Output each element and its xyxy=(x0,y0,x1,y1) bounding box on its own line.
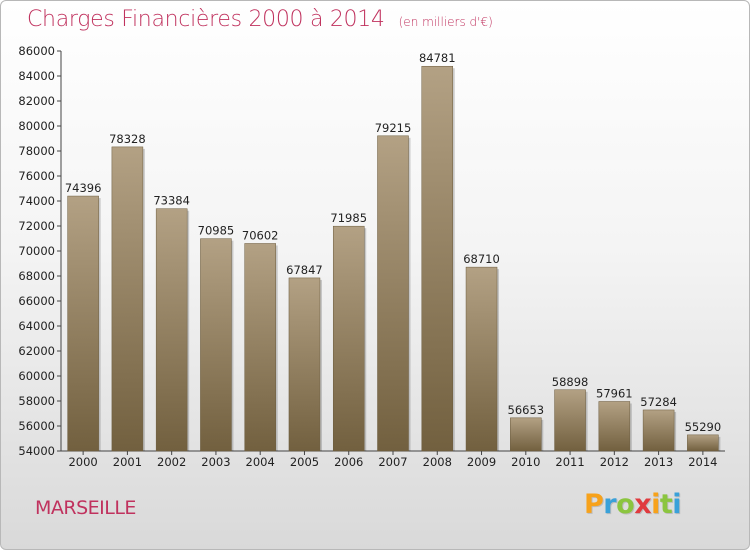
x-tick-label: 2013 xyxy=(644,455,673,469)
y-tick-label: 82000 xyxy=(18,94,55,108)
x-tick-label: 2014 xyxy=(688,455,717,469)
y-tick-label: 80000 xyxy=(18,119,55,133)
data-label: 74396 xyxy=(65,181,102,195)
data-label: 70985 xyxy=(198,224,235,238)
bar xyxy=(421,65,454,452)
city-name: MARSEILLE xyxy=(35,497,136,519)
y-tick-label: 76000 xyxy=(18,169,55,183)
bar xyxy=(642,409,675,452)
bar xyxy=(67,195,99,452)
bar xyxy=(244,243,276,452)
data-label: 56653 xyxy=(508,403,545,417)
data-label: 67847 xyxy=(286,263,323,277)
logo-letter: i xyxy=(651,489,660,520)
y-tick-label: 84000 xyxy=(18,69,55,83)
bar xyxy=(377,135,409,452)
x-tick-label: 2006 xyxy=(334,455,363,469)
data-label: 70602 xyxy=(242,228,279,242)
y-tick-label: 56000 xyxy=(18,419,55,433)
bar xyxy=(111,146,144,452)
logo-letter: P xyxy=(584,489,604,520)
logo-letter: x xyxy=(634,489,652,520)
y-tick-label: 70000 xyxy=(18,244,55,258)
logo-letter: i xyxy=(672,489,682,520)
data-label: 55290 xyxy=(685,420,722,434)
y-tick-label: 68000 xyxy=(18,269,55,283)
data-label: 79215 xyxy=(375,121,412,135)
x-tick-label: 2003 xyxy=(201,455,230,469)
chart-unit-note: (en milliers d'€) xyxy=(398,15,493,29)
bar xyxy=(598,401,631,452)
bar xyxy=(332,225,365,452)
data-label: 68710 xyxy=(463,252,500,266)
bar xyxy=(200,238,232,452)
x-tick-label: 2009 xyxy=(467,455,496,469)
x-tick-label: 2007 xyxy=(378,455,407,469)
y-tick-label: 64000 xyxy=(18,319,55,333)
bar xyxy=(465,266,498,452)
x-tick-label: 2002 xyxy=(157,455,186,469)
logo-letter: t xyxy=(659,489,673,520)
data-label: 71985 xyxy=(330,211,367,225)
x-tick-label: 2008 xyxy=(423,455,452,469)
x-tick-label: 2000 xyxy=(68,455,97,469)
y-tick-label: 72000 xyxy=(18,219,55,233)
data-label: 57961 xyxy=(596,386,633,400)
x-tick-label: 2010 xyxy=(511,455,540,469)
x-tick-label: 2004 xyxy=(246,455,275,469)
bar xyxy=(554,389,586,452)
bar xyxy=(155,208,188,452)
data-label: 58898 xyxy=(552,375,589,389)
x-tick-label: 2001 xyxy=(113,455,142,469)
logo-letter: r xyxy=(603,489,617,520)
y-tick-label: 54000 xyxy=(18,444,55,458)
bar xyxy=(288,277,321,452)
y-tick-label: 74000 xyxy=(18,194,55,208)
y-tick-label: 60000 xyxy=(18,369,55,383)
data-label: 84781 xyxy=(419,51,456,65)
x-tick-label: 2005 xyxy=(290,455,319,469)
bar xyxy=(687,434,719,452)
data-label: 78328 xyxy=(109,132,146,146)
x-tick-label: 2012 xyxy=(600,455,629,469)
data-label: 57284 xyxy=(640,395,677,409)
y-tick-label: 66000 xyxy=(18,294,55,308)
y-tick-label: 78000 xyxy=(18,144,55,158)
x-tick-label: 2011 xyxy=(555,455,584,469)
bar xyxy=(510,417,542,452)
y-tick-label: 86000 xyxy=(18,44,55,58)
chart-title: Charges Financières 2000 à 2014 xyxy=(27,7,385,32)
proxiti-logo: Proxiti xyxy=(584,489,682,520)
y-tick-label: 62000 xyxy=(18,344,55,358)
y-tick-label: 58000 xyxy=(18,394,55,408)
data-label: 73384 xyxy=(153,194,190,208)
chart-title-block: Charges Financières 2000 à 2014 (en milli… xyxy=(27,7,493,32)
logo-letter: o xyxy=(616,489,635,520)
